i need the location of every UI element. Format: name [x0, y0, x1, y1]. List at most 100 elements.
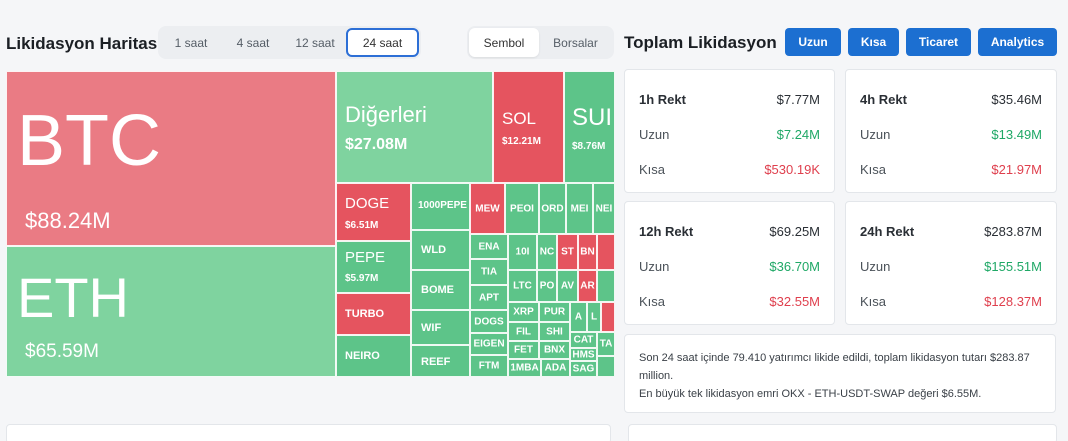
tile-btc-name: BTC [17, 101, 161, 181]
tile-red-a[interactable] [597, 234, 615, 270]
short-button[interactable]: Kısa [848, 28, 899, 56]
tile-tia[interactable]: TIA [470, 259, 508, 285]
tile-shi-name: SHI [546, 326, 563, 337]
tile-nc[interactable]: NC [537, 234, 557, 270]
card-24h-long-label: Uzun [860, 259, 891, 274]
card-24h-total: $283.87M [984, 224, 1042, 239]
tile-eth[interactable]: ETH $65.59M [6, 246, 336, 377]
tile-others[interactable]: Diğerleri $27.08M [336, 71, 493, 183]
tile-wld[interactable]: WLD [411, 230, 470, 270]
tile-ftm[interactable]: FTM [470, 355, 508, 377]
tile-hms-name: HMS [572, 349, 595, 360]
period-selector: 1 saat 4 saat 12 saat 24 saat [158, 26, 421, 59]
tile-pur[interactable]: PUR [539, 302, 570, 322]
card-1h-short-label: Kısa [639, 162, 666, 177]
tile-turbo[interactable]: TURBO [336, 293, 411, 335]
period-4h[interactable]: 4 saat [236, 35, 270, 50]
long-button[interactable]: Uzun [785, 28, 841, 56]
tile-green-d[interactable] [597, 356, 615, 377]
card-12h: 12h Rekt $69.25M Uzun $36.70M Kısa $32.55M [624, 201, 835, 325]
tile-peo[interactable]: PEOI [505, 183, 539, 234]
tile-ena-name: ENA [478, 241, 500, 252]
tile-doge[interactable]: DOGE $6.51M [336, 183, 411, 241]
tile-mei-name: MEI [570, 203, 589, 214]
tile-l[interactable]: L [587, 302, 601, 332]
summary-line-2: En büyük tek likidasyon emri OKX - ETH-U… [639, 388, 982, 400]
tile-ada[interactable]: ADA [541, 359, 570, 377]
tile-pepe-name: PEPE [345, 249, 386, 266]
card-1h-short: $530.19K [764, 162, 820, 177]
tile-10i-name: 10I [515, 246, 530, 258]
period-24h[interactable]: 24 saat [346, 28, 419, 57]
tile-nei[interactable]: NEI [593, 183, 615, 234]
tile-av[interactable]: AV [557, 270, 578, 302]
tile-ena[interactable]: ENA [470, 234, 508, 259]
tile-eth-value: $65.59M [25, 341, 99, 362]
analytics-button[interactable]: Analytics [978, 28, 1057, 56]
tile-po[interactable]: PO [537, 270, 557, 302]
tile-ltc[interactable]: LTC [508, 270, 537, 302]
tile-dogs-name: DOGS [474, 316, 504, 327]
period-12h[interactable]: 12 saat [295, 35, 335, 50]
tile-fil[interactable]: FIL [508, 322, 539, 341]
tile-1000pepe[interactable]: 1000PEPE [411, 183, 470, 230]
tile-1mba[interactable]: 1MBA [508, 359, 541, 377]
tile-others-name: Diğerleri [345, 102, 427, 127]
tile-mew[interactable]: MEW [470, 183, 505, 234]
tile-btc[interactable]: BTC $88.24M [6, 71, 336, 246]
tile-ar[interactable]: AR [578, 270, 597, 302]
tile-neiro-name: NEIRO [345, 350, 380, 362]
tile-others-value: $27.08M [345, 136, 408, 153]
card-1h: 1h Rekt $7.77M Uzun $7.24M Kısa $530.19K [624, 69, 835, 193]
tile-ord[interactable]: ORD [539, 183, 566, 234]
tile-10i[interactable]: 10I [508, 234, 537, 270]
tile-neiro[interactable]: NEIRO [336, 335, 411, 377]
tile-ta[interactable]: TA [597, 332, 615, 356]
tile-pepe[interactable]: PEPE $5.97M [336, 241, 411, 293]
tile-apt[interactable]: APT [470, 285, 508, 310]
tile-ltc-name: LTC [513, 280, 532, 292]
period-1h[interactable]: 1 saat [174, 35, 208, 50]
tile-hms[interactable]: HMS [570, 348, 597, 361]
tile-po-name: PO [539, 280, 555, 292]
tile-bome-name: BOME [421, 284, 454, 296]
tile-st[interactable]: ST [557, 234, 578, 270]
tile-cat[interactable]: CAT [570, 332, 597, 348]
tile-sag[interactable]: SAG [570, 361, 597, 377]
tile-apt-name: APT [479, 292, 499, 303]
tile-fet[interactable]: FET [508, 341, 539, 359]
tile-shi[interactable]: SHI [539, 322, 570, 341]
tile-l-name: L [590, 311, 598, 323]
total-liquidation-title: Toplam Likidasyon [624, 33, 777, 52]
tile-reef[interactable]: REEF [411, 345, 470, 377]
tile-sui[interactable]: SUI $8.76M [564, 71, 615, 183]
tile-sol-value: $12.21M [502, 136, 541, 147]
tile-st-name: ST [561, 246, 574, 258]
tile-red-c[interactable] [601, 302, 615, 332]
tile-wif[interactable]: WIF [411, 310, 470, 345]
tile-cat-name: CAT [573, 334, 594, 346]
tile-green-b[interactable] [597, 270, 615, 302]
tile-xrp[interactable]: XRP [508, 302, 539, 322]
card-24h: 24h Rekt $283.87M Uzun $155.51M Kısa $128.3… [845, 201, 1057, 325]
tile-sol[interactable]: SOL $12.21M [493, 71, 564, 183]
tile-peo-name: PEOI [510, 203, 534, 214]
tile-bn[interactable]: BN [578, 234, 597, 270]
card-1h-long-label: Uzun [639, 127, 670, 142]
card-1h-period: 1h Rekt [639, 92, 686, 107]
tile-a[interactable]: A [570, 302, 587, 332]
view-exchanges[interactable]: Borsalar [553, 35, 598, 50]
tile-mei[interactable]: MEI [566, 183, 593, 234]
card-4h-long-label: Uzun [860, 127, 891, 142]
tile-bnx[interactable]: BNX [539, 341, 570, 359]
card-24h-short: $128.37M [984, 294, 1042, 309]
card-4h: 4h Rekt $35.46M Uzun $13.49M Kısa $21.97M [845, 69, 1057, 193]
tile-bome[interactable]: BOME [411, 270, 470, 310]
view-symbol[interactable]: Sembol [469, 28, 539, 57]
tile-eigen[interactable]: EIGEN [470, 333, 508, 355]
tile-pepe-value: $5.97M [345, 273, 379, 284]
trade-button[interactable]: Ticaret [906, 28, 971, 56]
tile-dogs[interactable]: DOGS [470, 310, 508, 333]
tile-ada-name: ADA [544, 362, 567, 374]
